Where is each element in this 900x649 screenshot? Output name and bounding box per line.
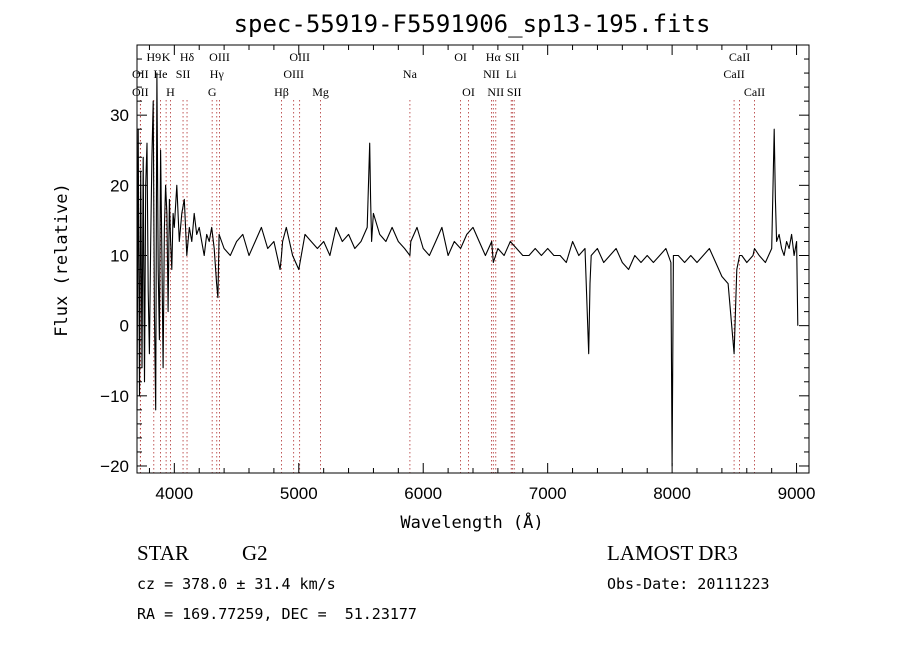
chart-title: spec-55919-F5591906_sp13-195.fits: [234, 10, 711, 38]
line-label-17: OI: [462, 85, 475, 99]
spectral-line-markers: OIIOIIH9HeKHSIIHδHγGOIIIHβOIIIOIIIMgNaOI…: [132, 50, 765, 473]
line-label-9: G: [208, 85, 217, 99]
coordinates: RA = 169.77259, DEC = 51.23177: [137, 605, 417, 623]
observation-date: Obs-Date: 20111223: [607, 575, 770, 593]
line-label-8: Hγ: [210, 67, 225, 81]
x-tick-label-3: 7000: [529, 484, 567, 503]
y-tick-label-5: 30: [110, 106, 129, 125]
y-tick-label-4: 20: [110, 176, 129, 195]
line-label-22: SII: [505, 50, 520, 64]
line-label-12: OIII: [283, 67, 304, 81]
plot-frame: [136, 44, 810, 474]
line-label-6: SII: [176, 67, 191, 81]
line-label-24: CaII: [723, 67, 744, 81]
line-label-25: CaII: [729, 50, 750, 64]
x-tick-label-4: 8000: [653, 484, 691, 503]
line-label-0: OII: [132, 67, 149, 81]
line-label-19: Hα: [486, 50, 502, 64]
line-label-23: SII: [507, 85, 522, 99]
line-label-26: CaII: [744, 85, 765, 99]
x-tick-label-5: 9000: [778, 484, 816, 503]
x-axis-ticks: 4000 5000 6000 7000 8000 9000: [148, 45, 816, 503]
line-label-5: H: [166, 85, 175, 99]
object-class: STAR: [137, 541, 189, 565]
survey-name: LAMOST DR3: [607, 541, 738, 565]
line-label-15: Na: [403, 67, 418, 81]
line-label-14: Mg: [312, 85, 329, 99]
line-label-1: OII: [132, 85, 149, 99]
x-tick-label-1: 5000: [280, 484, 318, 503]
line-label-2: H9: [146, 50, 161, 64]
line-label-21: Li: [506, 67, 517, 81]
y-tick-label-2: 0: [120, 317, 129, 336]
line-label-11: Hβ: [274, 85, 289, 99]
line-label-3: He: [154, 67, 168, 81]
line-label-10: OIII: [209, 50, 230, 64]
line-label-4: K: [162, 50, 171, 64]
y-tick-label-0: −20: [100, 457, 129, 476]
object-subclass: G2: [242, 541, 268, 565]
redshift-cz: cz = 378.0 ± 31.4 km/s: [137, 575, 336, 593]
line-label-7: Hδ: [180, 50, 195, 64]
y-tick-label-3: 10: [110, 246, 129, 265]
line-label-20: NII: [487, 85, 504, 99]
y-axis-ticks: −20 −10 0 10 20 30: [100, 58, 809, 476]
x-tick-label-2: 6000: [404, 484, 442, 503]
line-label-16: OI: [454, 50, 467, 64]
y-tick-label-1: −10: [100, 387, 129, 406]
y-axis-label: Flux (relative): [52, 183, 72, 337]
line-label-18: NII: [483, 67, 500, 81]
x-tick-label-0: 4000: [155, 484, 193, 503]
x-axis-label: Wavelength (Å): [400, 511, 543, 533]
spectrum-series-line: [136, 72, 799, 467]
line-label-13: OIII: [289, 50, 310, 64]
